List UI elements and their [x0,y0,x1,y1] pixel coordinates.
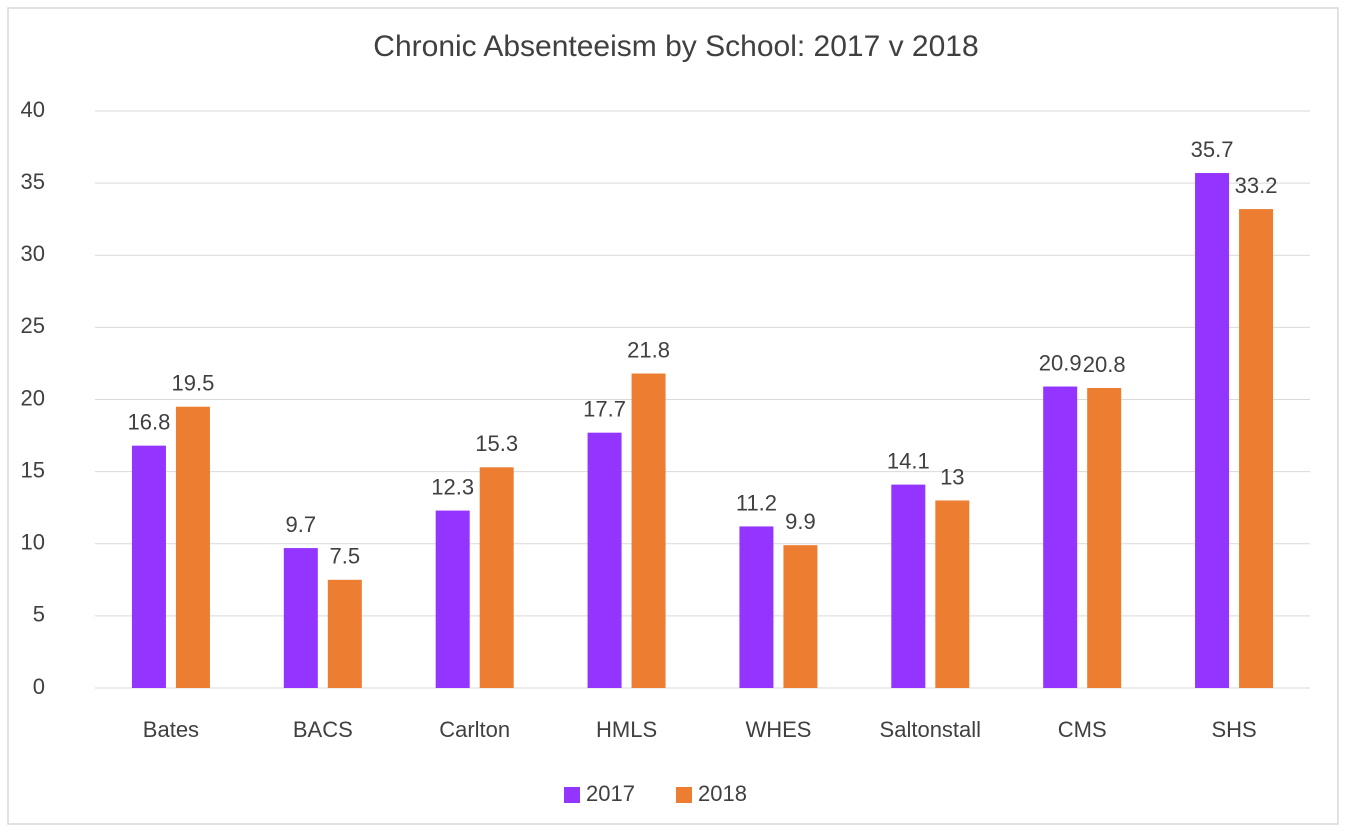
data-label: 12.3 [431,474,474,499]
data-label: 11.2 [736,490,777,515]
legend-label: 2017 [586,781,635,806]
data-label: 19.5 [172,371,215,396]
data-label: 33.2 [1235,173,1278,198]
bar [327,579,362,688]
x-tick-label: Saltonstall [880,717,982,742]
y-tick-label: 30 [21,241,45,266]
y-tick-label: 40 [21,97,45,122]
data-label: 9.9 [785,509,816,534]
bar [739,526,774,688]
bar [935,500,970,688]
bar [891,484,926,688]
bar [479,467,514,688]
y-tick-label: 5 [33,602,45,627]
bar [631,373,666,688]
x-tick-label: SHS [1211,717,1256,742]
x-tick-label: Carlton [439,717,510,742]
x-tick-label: HMLS [596,717,657,742]
bar [283,548,318,688]
chart-title: Chronic Absenteeism by School: 2017 v 20… [373,30,978,63]
bar [587,432,622,688]
bar [1195,173,1230,689]
bar [1087,387,1122,688]
bar [1239,209,1274,688]
bar [1043,386,1078,688]
y-tick-label: 10 [21,530,45,555]
y-tick-label: 0 [33,674,45,699]
data-label: 13 [940,464,964,489]
y-tick-label: 25 [21,313,45,338]
bar [175,406,210,688]
data-label: 14.1 [887,448,930,473]
data-label: 20.9 [1039,350,1082,375]
data-label: 20.8 [1083,352,1126,377]
y-tick-label: 20 [21,385,45,410]
y-tick-label: 35 [21,169,45,194]
bar [783,545,818,688]
legend-label: 2018 [698,781,747,806]
bar [131,445,166,688]
x-tick-label: Bates [143,717,199,742]
data-label: 7.5 [330,544,361,569]
x-tick-label: CMS [1058,717,1107,742]
x-tick-label: WHES [745,717,811,742]
data-label: 15.3 [475,431,518,456]
data-label: 35.7 [1191,137,1234,162]
bar [435,510,470,688]
data-label: 16.8 [128,409,171,434]
data-label: 9.7 [286,512,317,537]
data-label: 17.7 [583,396,626,421]
data-label: 21.8 [627,337,670,362]
legend-swatch [676,787,692,803]
x-tick-label: BACS [293,717,353,742]
legend-swatch [564,787,580,803]
y-tick-label: 15 [21,457,45,482]
